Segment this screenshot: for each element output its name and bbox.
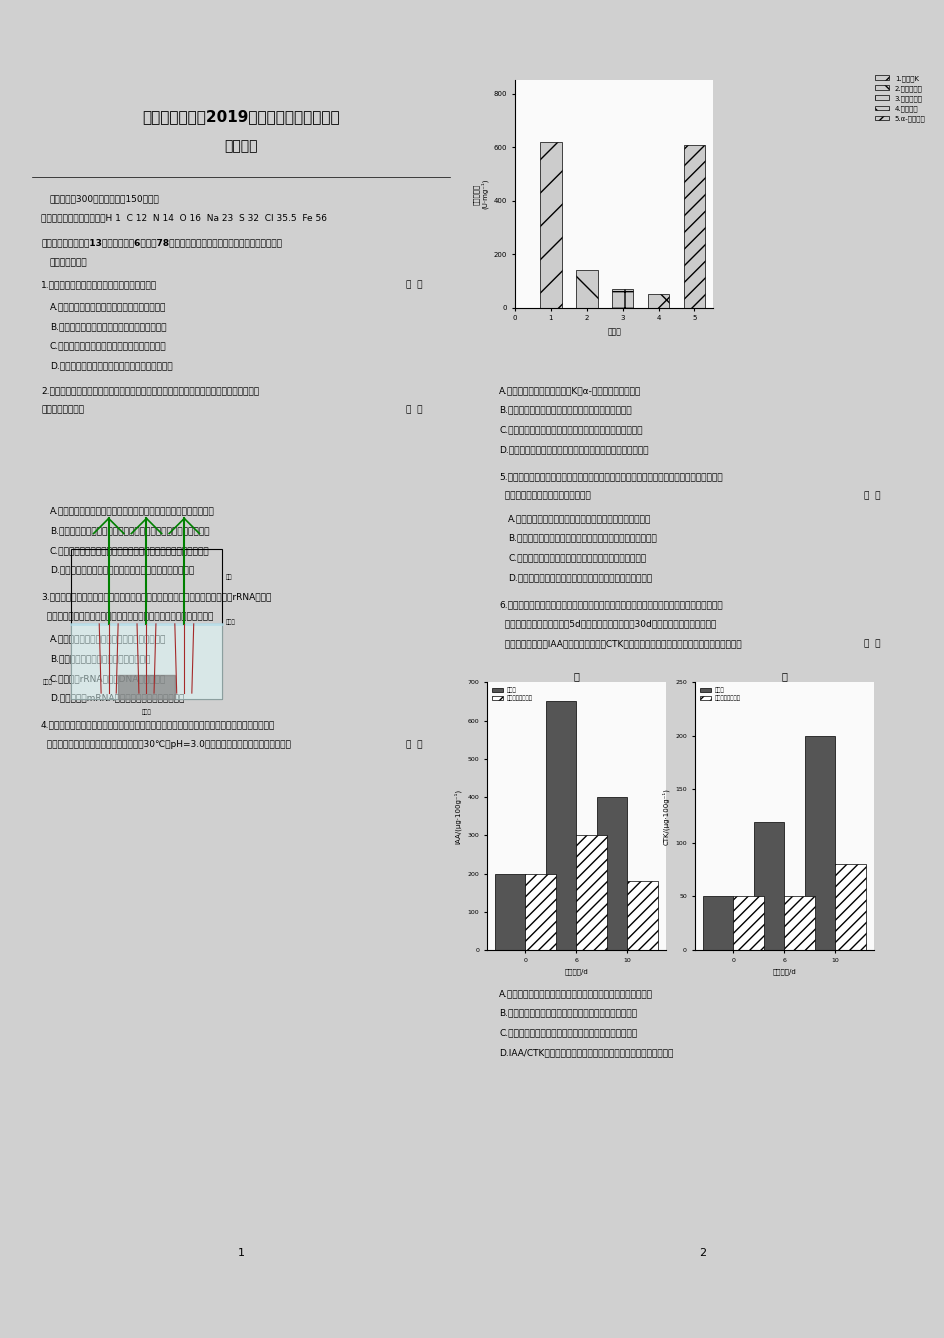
Text: （  ）: （ ）	[864, 640, 880, 649]
Text: 营养液: 营养液	[226, 619, 235, 625]
Text: 处理，对照组不作处理。第5d后处理组侧芽开始而而30d后促进生长，分别测测各组: 处理，对照组不作处理。第5d后处理组侧芽开始而而30d后促进生长，分别测测各组	[498, 619, 716, 629]
Bar	[683, 145, 704, 308]
Text: 本试卷满分300分，考试时间150分钟。: 本试卷满分300分，考试时间150分钟。	[50, 194, 160, 203]
Bar	[784, 896, 814, 950]
Text: 6.对具有顶端优势的枝梢三磷苯甲酸处理打顶，顶芽快速三磷苯甲酸（能抑制生长素的运输）: 6.对具有顶端优势的枝梢三磷苯甲酸处理打顶，顶芽快速三磷苯甲酸（能抑制生长素的运…	[498, 599, 722, 609]
Text: C.分布在叶绿体基质中的光合色素可以吸收光能: C.分布在叶绿体基质中的光合色素可以吸收光能	[50, 341, 166, 351]
Text: B.细胞膜上某些蛋白质与细胞间的信息传递有关: B.细胞膜上某些蛋白质与细胞间的信息传递有关	[50, 322, 166, 330]
Text: A.打顶可降低侧芽处生长素和细胞分裂素的含量，促进侧芽萌发: A.打顶可降低侧芽处生长素和细胞分裂素的含量，促进侧芽萌发	[498, 989, 652, 998]
Text: C.三磷苯甲酸具有促进细胞分裂素以顶项优势运输的功能: C.三磷苯甲酸具有促进细胞分裂素以顶项优势运输的功能	[498, 1029, 637, 1037]
Text: 河北省衡水中学2019届高三下学期四调考试: 河北省衡水中学2019届高三下学期四调考试	[142, 108, 340, 124]
Bar	[702, 896, 733, 950]
Text: （  ）: （ ）	[406, 405, 422, 415]
Text: A.在上述实验条件下，蛋白酶K和α-糜蛋白酶的活性最强: A.在上述实验条件下，蛋白酶K和α-糜蛋白酶的活性最强	[498, 385, 641, 395]
Text: 一、选择题：本题共13小题，每小题6分，共78分。在每小题所给的四个选项中，只有一项是符: 一、选择题：本题共13小题，每小题6分，共78分。在每小题所给的四个选项中，只有…	[41, 238, 281, 248]
Text: 气泡石: 气泡石	[142, 709, 151, 714]
Text: D.可用盐析的方法从各种酶与蛋白酶的提取液中沉淀出蛋白酶: D.可用盐析的方法从各种酶与蛋白酶的提取液中沉淀出蛋白酶	[498, 446, 649, 454]
Text: A.线粒体转移酶可能在两链翻译时产生萤色反应: A.线粒体转移酶可能在两链翻译时产生萤色反应	[50, 634, 166, 644]
Bar	[648, 294, 668, 308]
Bar	[753, 822, 784, 950]
Text: C.相比土壤种植，水培系统增加了植物根系对矿质营养的可利用性: C.相比土壤种植，水培系统增加了植物根系对矿质营养的可利用性	[50, 546, 210, 555]
Text: B.在实验过程中，部分菠萝蛋白酶和胰蛋白酶可能失活: B.在实验过程中，部分菠萝蛋白酶和胰蛋白酶可能失活	[498, 405, 632, 415]
Text: 活性进行测定的实验结果图（注：实验在30℃，pH=3.0的条件下进行），下列分析错误的是: 活性进行测定的实验结果图（注：实验在30℃，pH=3.0的条件下进行），下列分析…	[41, 740, 291, 749]
Text: A.孕妇体内甲状腺激素分泌过少可影响胎儿神经系统的发育: A.孕妇体内甲状腺激素分泌过少可影响胎儿神经系统的发育	[508, 514, 650, 523]
Text: 部分，核糖体处理该蛋白质后翻译的合成发展，下列相关描述错误的是: 部分，核糖体处理该蛋白质后翻译的合成发展，下列相关描述错误的是	[41, 613, 213, 621]
X-axis label: 酶类型: 酶类型	[607, 326, 620, 336]
Bar	[576, 270, 597, 308]
Bar	[612, 289, 632, 308]
Text: B.妊娠期甲状腺激素分泌过多可导致孕妇代谢旺盛，产热增多: B.妊娠期甲状腺激素分泌过多可导致孕妇代谢旺盛，产热增多	[508, 534, 656, 543]
Bar	[118, 674, 175, 698]
Text: B.营养液中的矿质元素充足足，酶以自由扩散的方式进入根系细胞: B.营养液中的矿质元素充足足，酶以自由扩散的方式进入根系细胞	[50, 526, 209, 535]
Text: D.大多数细菌缺乏线粒体，因而不能进行有氧呼吸: D.大多数细菌缺乏线粒体，因而不能进行有氧呼吸	[50, 361, 172, 371]
Text: B.侧芽萌发与生长需要枝梢三磷苯甲酸内侧生长素的含量: B.侧芽萌发与生长需要枝梢三磷苯甲酸内侧生长素的含量	[498, 1009, 636, 1018]
Y-axis label: 酶的专一性
(U·mg⁻¹): 酶的专一性 (U·mg⁻¹)	[473, 179, 488, 209]
Bar	[495, 874, 525, 950]
Text: 植株: 植株	[226, 574, 232, 579]
Text: 2: 2	[699, 1247, 706, 1258]
Bar	[540, 142, 561, 308]
Bar	[597, 797, 627, 950]
Text: A.气泡石用于供持溶液中氧的饱和状态，避免根系细胞进行无氧呼吸: A.气泡石用于供持溶液中氧的饱和状态，避免根系细胞进行无氧呼吸	[50, 507, 214, 515]
Text: 一定的影响，下列相关表述错误的是: 一定的影响，下列相关表述错误的是	[498, 492, 590, 500]
Text: C.若孕妇摄入碘的量不足，可能导致胎儿出生后患侏儒症: C.若孕妇摄入碘的量不足，可能导致胎儿出生后患侏儒症	[508, 554, 646, 562]
Text: 3.在大肠杆菌组织内，线粒体将腺能催化蛋白质合成过程中肽键的形成，该酶是rRNA的组成: 3.在大肠杆菌组织内，线粒体将腺能催化蛋白质合成过程中肽键的形成，该酶是rRNA…	[41, 593, 271, 602]
Text: 1: 1	[237, 1247, 244, 1258]
Legend: 1.蛋白酶K, 2.木瓜蛋白酶, 3.菠萝蛋白酶, 4.胰蛋白酶, 5.α-糜蛋白酶: 1.蛋白酶K, 2.木瓜蛋白酶, 3.菠萝蛋白酶, 4.胰蛋白酶, 5.α-糜蛋…	[871, 72, 927, 124]
Text: 2.下图是植物水培系统示意图，培养槽中放置了能产生小气泡的多孔固体作为气泡石，下列: 2.下图是植物水培系统示意图，培养槽中放置了能产生小气泡的多孔固体作为气泡石，下…	[41, 385, 259, 395]
Text: 5.研究发现，少数孕妇在妊娠期体内甲状腺激素的浓度会出现大幅度变化，这容易给胎儿带来: 5.研究发现，少数孕妇在妊娠期体内甲状腺激素的浓度会出现大幅度变化，这容易给胎儿…	[498, 472, 722, 482]
Bar	[525, 874, 555, 950]
Text: B.线粒体转移酶可能在核糖体上发挥作用: B.线粒体转移酶可能在核糖体上发挥作用	[50, 654, 150, 664]
Text: 合题目要求的。: 合题目要求的。	[50, 258, 87, 266]
Legend: 对照组, 涂抹三磷苯甲酸组: 对照组, 涂抹三磷苯甲酸组	[697, 685, 743, 704]
Text: D.IAA/CTK的值大小有利于侧芽萌发，侧芽快速生长时该值趋增大: D.IAA/CTK的值大小有利于侧芽萌发，侧芽快速生长时该值趋增大	[498, 1048, 673, 1057]
Text: 侧芽处的生长素（IAA）和细胞分裂素（CTK）的含量，结果如图所示，下列有关分析正确的是: 侧芽处的生长素（IAA）和细胞分裂素（CTK）的含量，结果如图所示，下列有关分析…	[498, 640, 741, 649]
Text: 理科综合: 理科综合	[224, 139, 258, 154]
Text: （  ）: （ ）	[406, 280, 422, 289]
Bar	[546, 701, 576, 950]
Y-axis label: CTK/(μg·100g⁻¹): CTK/(μg·100g⁻¹)	[662, 788, 669, 844]
Text: D.甲状腺激素通过体液运输给胎儿，并与受体结合后起作用: D.甲状腺激素通过体液运输给胎儿，并与受体结合后起作用	[508, 573, 651, 582]
Text: 有关分析错误的是: 有关分析错误的是	[41, 405, 84, 415]
Text: 通气管: 通气管	[42, 680, 52, 685]
Title: 乙: 乙	[781, 672, 786, 681]
Title: 甲: 甲	[573, 672, 579, 681]
Text: 1.下列有关于细胞结构及功能的描述，正确的是: 1.下列有关于细胞结构及功能的描述，正确的是	[41, 280, 157, 289]
X-axis label: 处理时间/d: 处理时间/d	[564, 969, 588, 975]
Text: C.细胞中的rRNA是通过DNA有读产生的: C.细胞中的rRNA是通过DNA有读产生的	[50, 674, 166, 682]
Text: （  ）: （ ）	[864, 492, 880, 500]
Legend: 对照组, 涂抹三磷苯甲酸组: 对照组, 涂抹三磷苯甲酸组	[489, 685, 535, 704]
Bar	[576, 835, 606, 950]
Text: 可能用到的相对原子质量：H 1  C 12  N 14  O 16  Na 23  S 32  Cl 35.5  Fe 56: 可能用到的相对原子质量：H 1 C 12 N 14 O 16 Na 23 S 3…	[41, 214, 327, 222]
Text: 4.某些蛋白酶在生产和使用时都需要常温运输储运，下图表示科研人员选用蛋白酶对多种蛋白酶的: 4.某些蛋白酶在生产和使用时都需要常温运输储运，下图表示科研人员选用蛋白酶对多种…	[41, 721, 275, 729]
Y-axis label: IAA/(μg·100g⁻¹): IAA/(μg·100g⁻¹)	[454, 788, 462, 844]
Text: D.大肠杆菌的mRNA在转录结束后才与核糖体结合: D.大肠杆菌的mRNA在转录结束后才与核糖体结合	[50, 693, 184, 702]
Text: （  ）: （ ）	[406, 740, 422, 749]
Text: D.当营养液的浓度过高时，可能会抑制细胞根系的生长及有: D.当营养液的浓度过高时，可能会抑制细胞根系的生长及有	[50, 566, 194, 574]
Text: C.这几种蛋白酶均能分解蛋白质，说明这些酶不具有专一性: C.这几种蛋白酶均能分解蛋白质，说明这些酶不具有专一性	[498, 425, 642, 435]
Bar	[627, 882, 657, 950]
Bar	[804, 736, 834, 950]
Bar	[834, 864, 865, 950]
Bar	[733, 896, 763, 950]
Text: A.固醇类激素的合成和加工与高尔基体密切相关: A.固醇类激素的合成和加工与高尔基体密切相关	[50, 302, 166, 312]
X-axis label: 处理时间/d: 处理时间/d	[771, 969, 796, 975]
